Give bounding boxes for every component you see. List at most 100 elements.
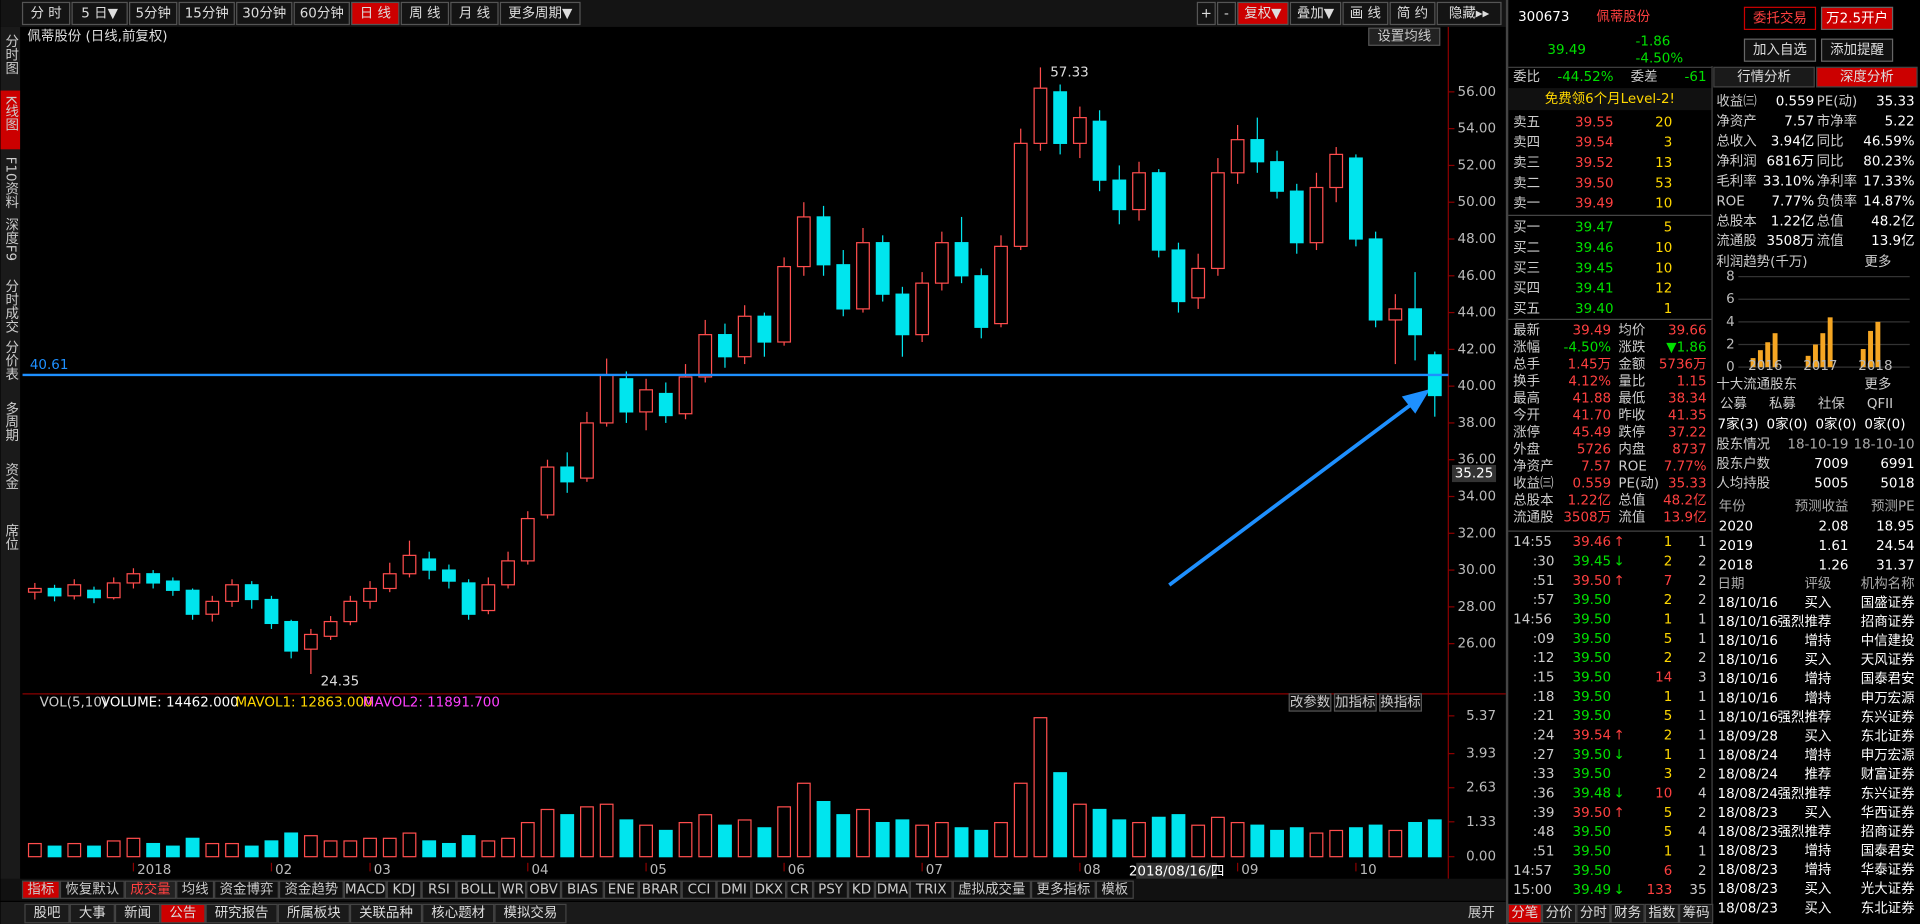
indicator-tab[interactable] [874,880,910,899]
ma-label[interactable]: 设置均线 [1377,29,1431,45]
bottom-tab-label[interactable]: 核心题材 [431,905,485,921]
period-label[interactable]: 5分钟 [135,4,170,21]
indicator-label[interactable]: KDJ [392,883,415,898]
sidebar-item[interactable]: F10资料 [2,157,19,209]
indicator-label[interactable]: MACD [345,883,385,898]
indicator-tab[interactable] [124,880,177,899]
tool-button[interactable] [1196,1,1216,26]
bottom-tab[interactable] [349,903,423,924]
indicator-label[interactable]: DMI [721,883,747,898]
vol-button[interactable] [1288,693,1332,712]
bottom-tab[interactable] [24,903,70,924]
more-link[interactable]: 更多 [1864,375,1891,392]
indicator-tab[interactable] [813,880,849,899]
period-label[interactable]: 5 日▼ [81,6,118,21]
sidebar-item[interactable]: 席位 [2,524,19,551]
period-button[interactable] [400,1,450,26]
indicator-tab[interactable] [716,880,752,899]
indicator-tab[interactable] [681,880,717,899]
indicator-label[interactable]: WR [501,883,524,898]
bottom-tab[interactable] [160,903,206,924]
bottom-tab[interactable] [422,903,495,924]
vol-button-label[interactable]: 加指标 [1335,694,1375,710]
bottom-tab[interactable] [205,903,278,924]
trade-tab[interactable] [1541,903,1577,924]
indicator-tab[interactable] [526,880,562,899]
indicator-tab[interactable] [278,880,344,899]
sidebar-item[interactable]: 分价表 [2,340,19,381]
period-button[interactable] [499,1,581,26]
period-label[interactable]: 更多周期▼ [508,4,573,21]
bottom-tab[interactable] [494,903,567,924]
period-label[interactable]: 60分钟 [300,4,344,21]
bottom-tab-label[interactable]: 所属板块 [287,905,341,921]
trade-tab-label[interactable]: 分价 [1546,905,1573,921]
indicator-tab[interactable] [59,880,125,899]
indicator-tab[interactable] [561,880,604,899]
indicator-label[interactable]: 指标 [27,882,54,898]
tool-label[interactable]: 叠加▼ [1297,5,1335,21]
indicator-label[interactable]: DMA [877,883,909,898]
bottom-tab-label[interactable]: 大事 [79,905,106,921]
analysis-tab-label[interactable]: 行情分析 [1737,69,1791,85]
indicator-label[interactable]: CR [790,883,809,898]
indicator-label[interactable]: TRIX [915,883,947,898]
bottom-tab[interactable] [114,903,161,924]
bottom-tab-label[interactable]: 新闻 [124,905,151,921]
promo-link[interactable]: 免费领6个月Level-2! [1545,91,1675,107]
tool-button[interactable] [1436,1,1502,26]
indicator-tab[interactable] [386,880,422,899]
period-button[interactable] [450,1,499,26]
indicator-label[interactable]: BRAR [642,883,679,898]
trade-tab[interactable] [1679,903,1714,924]
indicator-label[interactable]: BOLL [461,883,496,898]
period-label[interactable]: 15分钟 [185,4,229,21]
indicator-tab[interactable] [421,880,457,899]
trade-tab-label[interactable]: 指数 [1648,905,1675,921]
quote-button[interactable] [1743,6,1817,30]
bottom-tab-label[interactable]: 关联品种 [359,905,413,921]
tool-label[interactable]: 复权▼ [1244,4,1282,21]
bottom-tab[interactable] [69,903,115,924]
sidebar-item[interactable]: K线图 [2,95,19,131]
indicator-label[interactable]: 资金博弈 [220,881,274,898]
indicator-label[interactable]: 虚拟成交量 [958,881,1025,898]
vol-button[interactable] [1379,693,1422,712]
indicator-tab[interactable] [751,880,787,899]
indicator-tab[interactable] [638,880,682,899]
indicator-tab[interactable] [1095,880,1134,899]
sidebar-item[interactable]: 分时图 [2,34,19,75]
indicator-label[interactable]: 模板 [1101,882,1128,898]
indicator-tab[interactable] [214,880,279,899]
period-label[interactable]: 日 线 [360,5,391,21]
tool-button[interactable] [1237,1,1289,26]
quote-button-label[interactable]: 添加提醒 [1830,42,1884,58]
analysis-tab[interactable] [1713,66,1815,88]
quote-button-label[interactable]: 委托交易 [1753,9,1807,26]
indicator-label[interactable]: ENE [608,883,635,898]
indicator-label[interactable]: 成交量 [130,881,170,898]
ma-button[interactable] [1368,27,1441,46]
analysis-tab-label[interactable]: 深度分析 [1840,69,1894,85]
tool-label[interactable]: - [1224,6,1229,21]
sidebar-item[interactable]: 深度F9 [2,218,19,261]
indicator-tab[interactable] [952,880,1031,899]
indicator-label[interactable]: RSI [428,883,450,898]
indicator-label[interactable]: 资金趋势 [284,882,338,898]
vol-button-label[interactable]: 换指标 [1380,694,1420,710]
tool-label[interactable]: 隐藏▸▸ [1449,5,1490,21]
tool-label[interactable]: 简 约 [1397,4,1428,21]
trade-tab-label[interactable]: 分笔 [1511,905,1538,921]
sidebar-item[interactable]: 分时成交 [2,279,19,333]
more-link[interactable]: 更多 [1864,253,1891,270]
period-button[interactable] [178,1,235,26]
vol-button[interactable] [1333,693,1377,712]
trade-tab-label[interactable]: 分时 [1580,905,1607,921]
indicator-tab[interactable] [848,880,875,899]
period-label[interactable]: 分 时 [31,5,62,21]
period-button[interactable] [129,1,178,26]
indicator-label[interactable]: 均线 [182,882,209,898]
expand-button[interactable]: 展开 [1468,906,1495,921]
quote-button-label[interactable]: 万2.5开户 [1826,9,1888,26]
indicator-tab[interactable] [456,880,500,899]
